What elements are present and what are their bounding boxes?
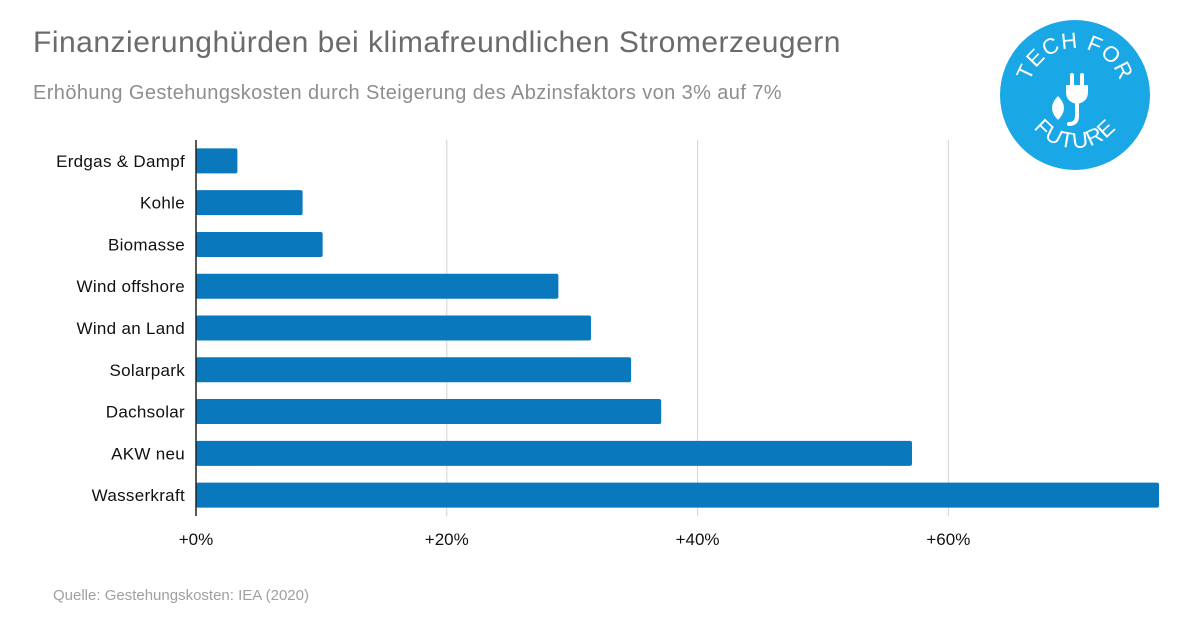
x-tick-label: +40%	[676, 530, 720, 549]
bar	[196, 482, 1159, 508]
category-label: Wind an Land	[76, 319, 185, 338]
category-label: Wind offshore	[77, 277, 185, 296]
category-labels: Erdgas & Dampf Kohle Biomasse Wind offshore…	[56, 152, 185, 505]
category-label: AKW neu	[111, 444, 185, 463]
category-label: Kohle	[140, 194, 185, 213]
plug-leaf-icon	[1052, 73, 1088, 126]
bar	[196, 357, 632, 383]
tech-for-future-logo: TECH FOR FUTURE	[1000, 20, 1150, 170]
bar	[196, 148, 238, 174]
bar	[196, 273, 559, 299]
x-tick-label: +60%	[926, 530, 970, 549]
bar	[196, 315, 591, 341]
bar	[196, 399, 662, 425]
category-label: Solarpark	[110, 361, 186, 380]
bar	[196, 231, 323, 257]
category-label: Biomasse	[108, 235, 185, 254]
bars	[196, 148, 1159, 508]
category-label: Dachsolar	[106, 403, 185, 422]
bar	[196, 190, 303, 216]
category-label: Erdgas & Dampf	[56, 152, 185, 171]
x-tick-label: +20%	[425, 530, 469, 549]
source-note: Quelle: Gestehungskosten: IEA (2020)	[53, 587, 309, 604]
bar	[196, 440, 912, 466]
x-tick-label: +0%	[179, 530, 214, 549]
chart-subtitle: Erhöhung Gestehungskosten durch Steigeru…	[33, 82, 782, 104]
x-tick-labels: +0% +20% +40% +60%	[179, 530, 971, 549]
category-label: Wasserkraft	[92, 486, 185, 505]
chart-title: Finanzierunghürden bei klimafreundlichen…	[33, 26, 841, 59]
